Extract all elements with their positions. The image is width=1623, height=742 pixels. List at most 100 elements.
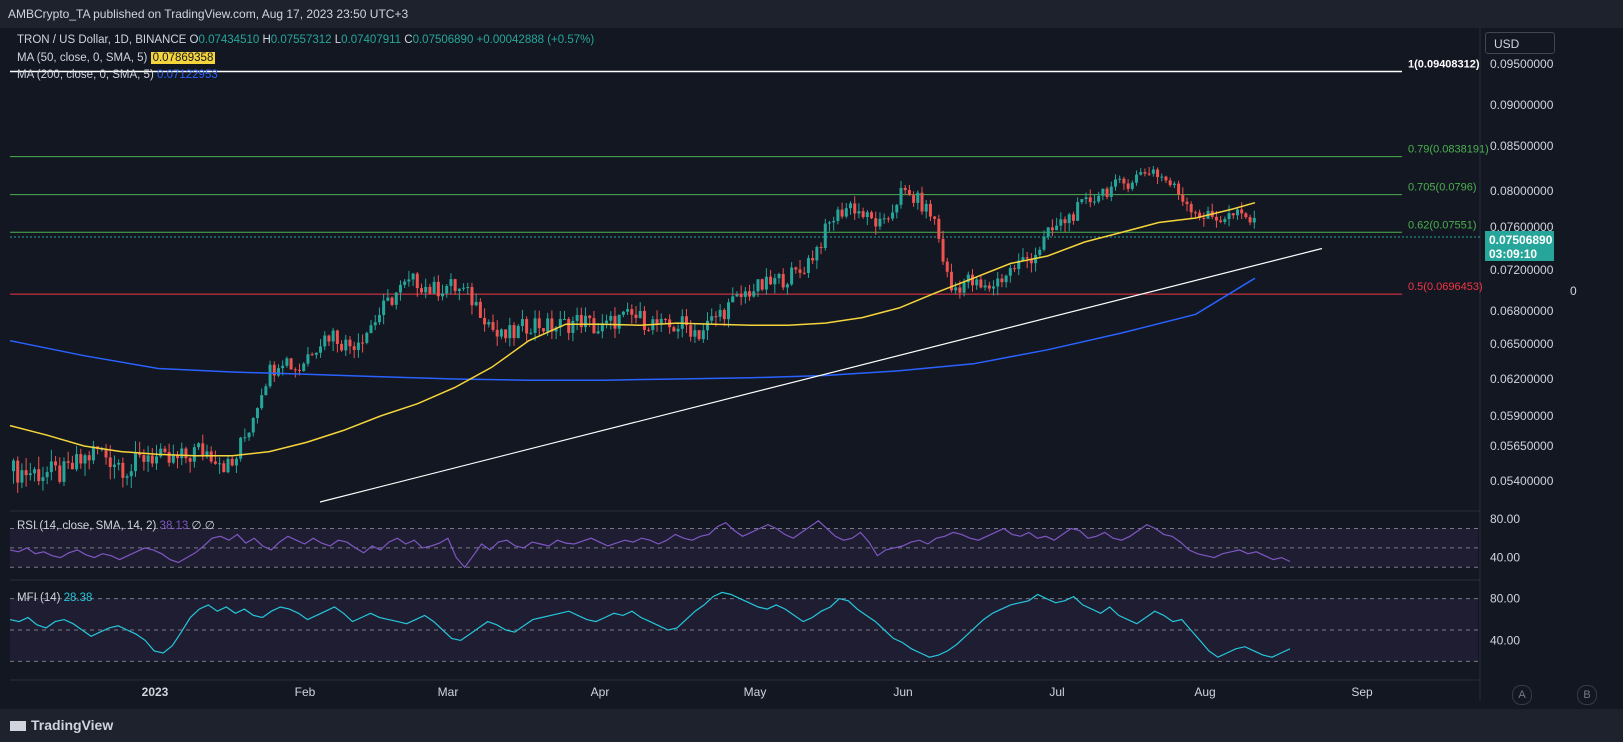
candle-body (121, 462, 125, 478)
candle-body (457, 288, 461, 292)
candle-body (264, 386, 268, 396)
candle-body (832, 220, 836, 223)
candle-body (369, 325, 373, 333)
time-tick-label: Jul (1049, 685, 1064, 699)
candle-body (882, 218, 886, 220)
candle-body (512, 325, 516, 339)
candle-body (752, 291, 756, 297)
candle-body (987, 285, 991, 289)
candle-body (1008, 268, 1012, 276)
candle-body (520, 319, 524, 327)
fib-level-label: 1(0.09408312) (1408, 59, 1480, 71)
candle-body (62, 461, 66, 482)
candle-body (638, 310, 642, 318)
button-b[interactable]: B (1577, 685, 1597, 705)
candle-body (676, 328, 680, 332)
candle-body (533, 318, 537, 333)
candle-body (949, 271, 953, 291)
candle-body (571, 320, 575, 333)
ma200-legend[interactable]: MA (200, close, 0, SMA, 5) 0.07122953 (17, 69, 218, 81)
candle-body (117, 462, 121, 465)
candle-body (129, 471, 133, 477)
rsi-value: 38.13 (159, 520, 189, 532)
button-a[interactable]: A (1512, 685, 1532, 705)
rsi-tick-label: 40.00 (1490, 551, 1520, 565)
candle-body (1084, 197, 1088, 200)
mfi-value: 28.38 (63, 592, 93, 604)
candle-body (1168, 180, 1172, 186)
price-tick-label: 0.09500000 (1490, 57, 1554, 71)
candle-body (28, 473, 32, 476)
candle-body (12, 460, 15, 472)
candle-body (891, 212, 895, 219)
candle-body (840, 209, 844, 217)
candle-body (1223, 219, 1227, 222)
candle-body (970, 274, 974, 286)
candle-body (870, 212, 874, 219)
candle-body (466, 287, 470, 289)
candle-body (1181, 194, 1185, 202)
candle-body (1139, 172, 1143, 175)
candle-body (659, 318, 663, 325)
candle-body (1105, 188, 1109, 198)
candle-body (1240, 209, 1244, 214)
price-tick-label: 0.05650000 (1490, 439, 1554, 453)
candle-body (714, 316, 718, 318)
candle-body (373, 322, 377, 326)
candle-body (483, 317, 487, 325)
candle-body (66, 461, 70, 463)
candle-body (975, 279, 979, 286)
candle-body (323, 335, 327, 347)
mfi-tick-label: 40.00 (1490, 633, 1520, 647)
candle-body (1067, 214, 1071, 224)
currency-button[interactable]: USD (1485, 32, 1555, 54)
rsi-legend[interactable]: RSI (14, close, SMA, 14, 2) 38.13 ∅ ∅ (17, 520, 215, 532)
candle-body (1080, 199, 1084, 203)
candle-body (1189, 203, 1193, 213)
candle-body (75, 454, 79, 470)
rsi: 80.00 40.00 (9, 512, 1520, 569)
candle-body (731, 296, 735, 303)
candle-body (579, 314, 583, 328)
bar-countdown: 03:09:10 (1489, 247, 1538, 261)
candle-body (1198, 212, 1202, 218)
candle-body (541, 328, 545, 332)
candle-body (609, 315, 613, 321)
candle-body (163, 448, 167, 453)
candle-body (1227, 213, 1231, 220)
candle-body (781, 273, 785, 288)
candle-body (1214, 216, 1218, 221)
candle-body (1109, 186, 1113, 198)
candle-body (1071, 214, 1075, 221)
rsi-line (9, 520, 1291, 569)
candle-body (222, 463, 226, 473)
price-tick-label: 0.06800000 (1490, 304, 1554, 318)
candle-body (634, 314, 638, 318)
time-axis: 2023 Feb Mar Apr May Jun Jul Aug Sep (142, 685, 1373, 699)
candle-body (87, 455, 91, 461)
candle-body (260, 395, 264, 409)
candle-body (525, 319, 529, 334)
candle-body (504, 329, 508, 339)
candle-body (188, 458, 192, 462)
candle-body (226, 458, 230, 473)
candle-body (1126, 183, 1130, 189)
time-tick-label: Apr (591, 685, 610, 699)
candle-body (411, 273, 415, 280)
candle-body (710, 316, 714, 321)
candle-body (361, 342, 365, 344)
candle-body (516, 326, 520, 339)
candle-body (979, 279, 983, 288)
candle-body (849, 203, 853, 209)
candle-body (33, 469, 37, 474)
price-tick-label: 0.06200000 (1490, 372, 1554, 386)
price-tick-label: 0.08000000 (1490, 184, 1554, 198)
ma50-legend[interactable]: MA (50, close, 0, SMA, 5) 0.07869358 (17, 52, 216, 64)
fib-level-label: 0.62(0.07551) (1408, 219, 1477, 231)
candle-body (672, 327, 676, 332)
tradingview-logo[interactable]: TradingView (10, 717, 113, 733)
candle-body (903, 187, 907, 191)
mfi-legend[interactable]: MFI (14) 28.38 (17, 592, 93, 604)
candle-body (941, 238, 945, 262)
